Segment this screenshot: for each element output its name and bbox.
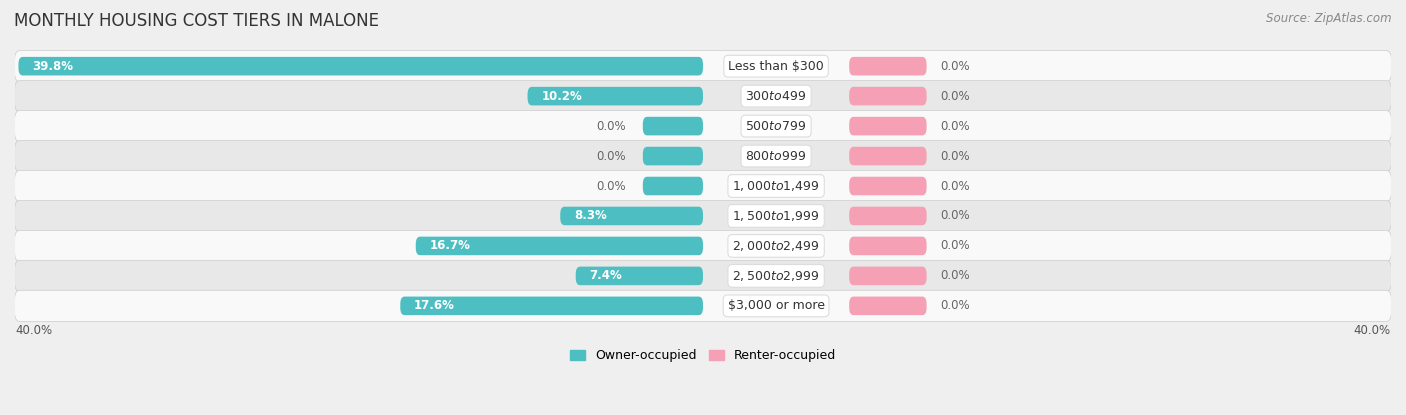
Text: 0.0%: 0.0%: [941, 149, 970, 163]
FancyBboxPatch shape: [849, 117, 927, 135]
Text: 0.0%: 0.0%: [941, 180, 970, 193]
FancyBboxPatch shape: [527, 87, 703, 105]
FancyBboxPatch shape: [643, 177, 703, 195]
Text: 0.0%: 0.0%: [941, 60, 970, 73]
Text: $1,000 to $1,499: $1,000 to $1,499: [733, 179, 820, 193]
FancyBboxPatch shape: [643, 147, 703, 165]
Text: MONTHLY HOUSING COST TIERS IN MALONE: MONTHLY HOUSING COST TIERS IN MALONE: [14, 12, 380, 30]
FancyBboxPatch shape: [401, 297, 703, 315]
FancyBboxPatch shape: [14, 81, 1392, 112]
FancyBboxPatch shape: [849, 237, 927, 255]
FancyBboxPatch shape: [643, 117, 703, 135]
FancyBboxPatch shape: [14, 290, 1392, 322]
Text: 40.0%: 40.0%: [15, 325, 52, 337]
Text: 39.8%: 39.8%: [32, 60, 73, 73]
Text: 0.0%: 0.0%: [941, 120, 970, 133]
FancyBboxPatch shape: [849, 87, 927, 105]
Text: 0.0%: 0.0%: [596, 180, 626, 193]
Text: $2,000 to $2,499: $2,000 to $2,499: [733, 239, 820, 253]
Text: 7.4%: 7.4%: [589, 269, 623, 282]
Text: 8.3%: 8.3%: [574, 210, 607, 222]
Text: 10.2%: 10.2%: [541, 90, 582, 103]
FancyBboxPatch shape: [575, 266, 703, 285]
FancyBboxPatch shape: [14, 230, 1392, 261]
FancyBboxPatch shape: [14, 171, 1392, 202]
FancyBboxPatch shape: [14, 51, 1392, 82]
Text: 0.0%: 0.0%: [941, 239, 970, 252]
Text: 16.7%: 16.7%: [429, 239, 471, 252]
Text: $1,500 to $1,999: $1,500 to $1,999: [733, 209, 820, 223]
FancyBboxPatch shape: [14, 200, 1392, 232]
FancyBboxPatch shape: [14, 140, 1392, 172]
FancyBboxPatch shape: [849, 57, 927, 76]
Text: $300 to $499: $300 to $499: [745, 90, 807, 103]
Text: $3,000 or more: $3,000 or more: [727, 299, 824, 312]
Text: 0.0%: 0.0%: [596, 120, 626, 133]
FancyBboxPatch shape: [849, 297, 927, 315]
FancyBboxPatch shape: [849, 147, 927, 165]
Text: 0.0%: 0.0%: [941, 269, 970, 282]
Text: Less than $300: Less than $300: [728, 60, 824, 73]
FancyBboxPatch shape: [560, 207, 703, 225]
Text: 17.6%: 17.6%: [413, 299, 456, 312]
FancyBboxPatch shape: [14, 260, 1392, 291]
Text: 0.0%: 0.0%: [941, 210, 970, 222]
Text: 0.0%: 0.0%: [596, 149, 626, 163]
FancyBboxPatch shape: [849, 207, 927, 225]
FancyBboxPatch shape: [849, 266, 927, 285]
Text: 40.0%: 40.0%: [1354, 325, 1391, 337]
Legend: Owner-occupied, Renter-occupied: Owner-occupied, Renter-occupied: [565, 344, 841, 367]
Text: 0.0%: 0.0%: [941, 90, 970, 103]
FancyBboxPatch shape: [14, 110, 1392, 142]
Text: 0.0%: 0.0%: [941, 299, 970, 312]
Text: Source: ZipAtlas.com: Source: ZipAtlas.com: [1267, 12, 1392, 25]
FancyBboxPatch shape: [18, 57, 703, 76]
Text: $800 to $999: $800 to $999: [745, 149, 807, 163]
FancyBboxPatch shape: [849, 177, 927, 195]
Text: $2,500 to $2,999: $2,500 to $2,999: [733, 269, 820, 283]
FancyBboxPatch shape: [416, 237, 703, 255]
Text: $500 to $799: $500 to $799: [745, 120, 807, 133]
